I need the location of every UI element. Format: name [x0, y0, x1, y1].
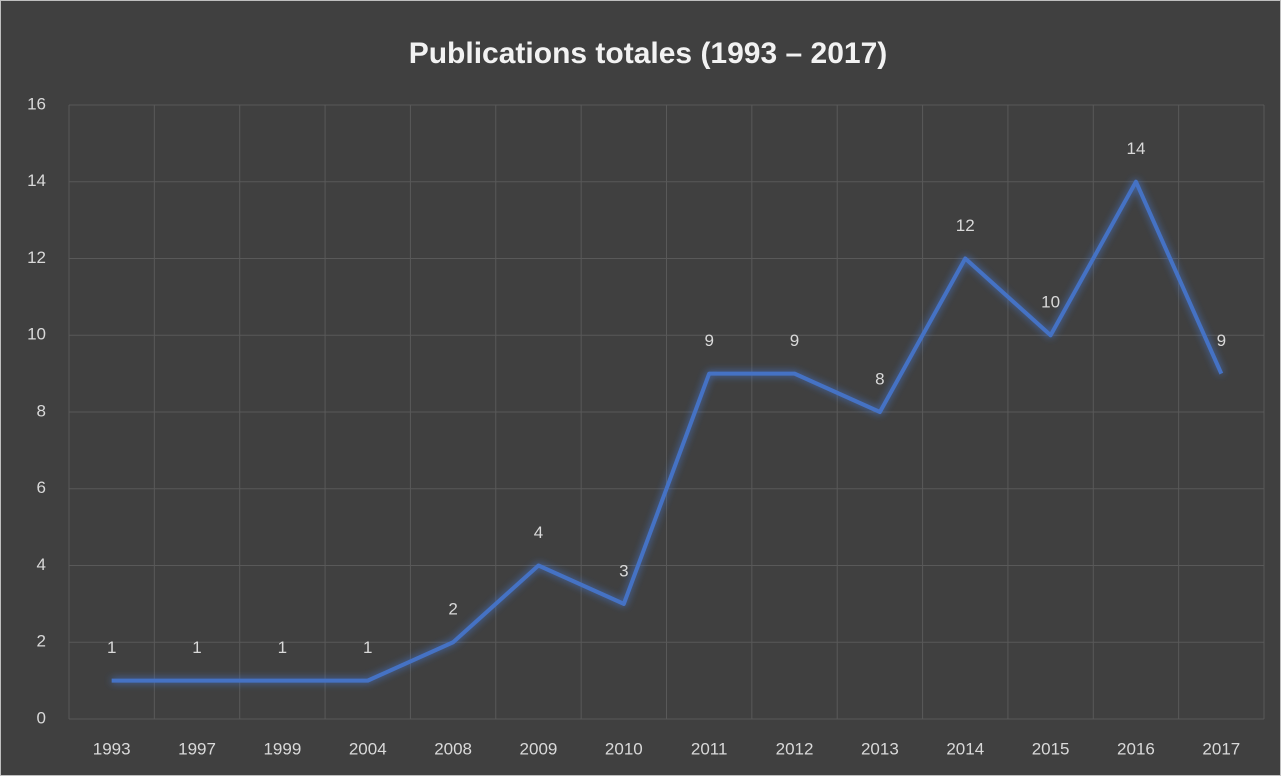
y-tick-label: 8 — [37, 401, 46, 420]
x-tick-label: 1999 — [263, 739, 301, 758]
y-tick-label: 0 — [37, 708, 46, 727]
x-tick-label: 2013 — [861, 739, 899, 758]
y-tick-label: 12 — [27, 248, 46, 267]
x-tick-label: 2010 — [605, 739, 643, 758]
x-tick-label: 2011 — [691, 739, 728, 758]
x-tick-label: 2008 — [434, 739, 472, 758]
data-label: 9 — [1217, 331, 1226, 350]
data-label: 8 — [875, 369, 884, 388]
y-tick-label: 6 — [37, 478, 46, 497]
x-tick-label: 1993 — [93, 739, 131, 758]
data-label: 1 — [192, 638, 201, 657]
x-tick-label: 2015 — [1032, 739, 1070, 758]
data-label: 14 — [1127, 139, 1146, 158]
data-label: 2 — [448, 600, 457, 619]
data-label: 4 — [534, 523, 543, 542]
y-tick-label: 14 — [27, 171, 46, 190]
x-tick-label: 2017 — [1202, 739, 1240, 758]
y-tick-label: 2 — [37, 632, 46, 651]
chart-title: Publications totales (1993 – 2017) — [409, 37, 888, 70]
x-tick-label: 2012 — [776, 739, 814, 758]
x-tick-label: 2004 — [349, 739, 387, 758]
data-line — [111, 179, 1224, 683]
y-tick-label: 16 — [27, 94, 46, 113]
y-tick-label: 10 — [27, 325, 46, 344]
y-tick-label: 4 — [37, 555, 46, 574]
x-tick-label: 2016 — [1117, 739, 1155, 758]
x-tick-label: 2009 — [520, 739, 558, 758]
x-tick-label: 2014 — [946, 739, 984, 758]
data-label: 10 — [1041, 293, 1060, 312]
x-tick-label: 1997 — [178, 739, 216, 758]
data-label: 1 — [107, 638, 116, 657]
data-label: 9 — [704, 331, 713, 350]
data-label: 3 — [619, 561, 628, 580]
data-label: 9 — [790, 331, 799, 350]
data-label: 12 — [956, 216, 975, 235]
data-label: 1 — [363, 638, 372, 657]
data-label: 1 — [278, 638, 287, 657]
